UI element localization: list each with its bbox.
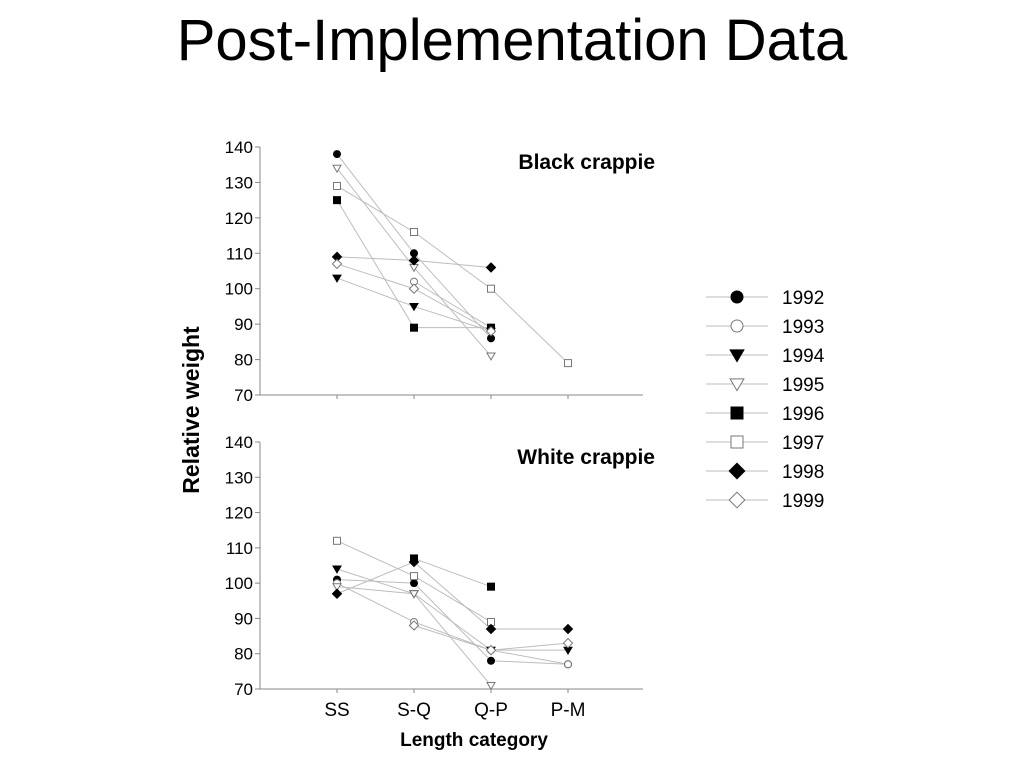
data-point-1995 — [486, 352, 496, 361]
legend-label: 1997 — [782, 433, 824, 454]
x-tick-label: SS — [324, 700, 349, 721]
series-line-1995 — [336, 586, 492, 686]
data-point-1999 — [485, 325, 497, 337]
series-line-1997 — [336, 185, 569, 364]
chart-panel-white-crappie: 70 80 90 100 110 120 130 140 White crappie — [225, 433, 655, 699]
data-point-1997 — [487, 284, 495, 293]
data-point-1997 — [410, 228, 418, 237]
y-axis-label: Relative weight — [178, 326, 204, 494]
data-point-1992 — [410, 579, 418, 588]
chart-panel-black-crappie: 70 80 90 100 110 120 130 140 Black crappie — [225, 138, 655, 405]
x-tick-label: P-M — [551, 700, 586, 721]
data-point-1996 — [410, 323, 418, 332]
y-tick-label: 90 — [234, 315, 253, 334]
y-tick-label: 70 — [234, 680, 253, 699]
data-point-1995 — [332, 164, 342, 174]
x-tick-label: S-Q — [397, 700, 431, 721]
x-axis-label: Length category — [400, 730, 548, 751]
data-point-1997 — [410, 572, 418, 581]
data-point-1994 — [332, 565, 342, 574]
series-line-1999 — [336, 263, 492, 332]
legend: 1992 1993 1994 1995 1996 1997 1998 1999 — [706, 288, 825, 512]
y-tick-label: 120 — [225, 504, 253, 523]
data-point-1999 — [485, 644, 497, 656]
data-point-1998 — [331, 588, 343, 599]
data-point-1996 — [333, 196, 341, 205]
legend-label: 1994 — [782, 346, 825, 367]
legend-label: 1995 — [782, 375, 824, 396]
y-tick-label: 140 — [225, 138, 253, 157]
y-tick-label: 110 — [226, 539, 253, 558]
legend-marker-1994 — [729, 349, 745, 363]
legend-marker-1996 — [730, 406, 744, 420]
data-point-1999 — [408, 620, 420, 631]
y-tick-label: 70 — [234, 386, 253, 405]
y-tick-label: 80 — [234, 645, 253, 664]
y-tick-label: 120 — [225, 209, 253, 228]
legend-marker-1998 — [728, 462, 746, 480]
panel-title: White crappie — [517, 446, 655, 469]
y-tick-label: 100 — [225, 574, 253, 593]
y-tick-label: 100 — [225, 280, 253, 299]
data-point-1994 — [332, 274, 342, 283]
series-line-1993 — [413, 281, 492, 329]
data-point-1995 — [486, 681, 496, 691]
legend-marker-1997 — [730, 435, 744, 449]
y-tick-label: 130 — [225, 173, 253, 192]
data-point-1998 — [485, 623, 497, 635]
data-point-1994 — [409, 302, 419, 312]
legend-marker-1995 — [729, 378, 745, 392]
data-point-1993 — [564, 660, 572, 669]
data-point-1997 — [333, 536, 341, 545]
legend-marker-1992 — [730, 290, 744, 304]
data-point-1997 — [333, 181, 341, 190]
slide-title: Post-Implementation Data — [176, 8, 848, 73]
series-line-1994 — [336, 568, 568, 651]
data-point-1992 — [333, 150, 341, 159]
legend-label: 1998 — [782, 462, 824, 483]
data-point-1998 — [408, 556, 420, 568]
series-line-1996 — [413, 557, 492, 588]
data-point-1998 — [485, 262, 497, 273]
y-tick-label: 80 — [234, 351, 253, 370]
legend-label: 1999 — [782, 491, 824, 512]
y-tick-label: 90 — [234, 609, 253, 628]
legend-marker-1993 — [730, 319, 744, 333]
data-point-1999 — [562, 637, 574, 649]
legend-marker-1999 — [728, 491, 746, 509]
data-point-1992 — [487, 656, 495, 665]
series-line-1993 — [336, 582, 569, 665]
data-point-1996 — [487, 582, 495, 591]
y-tick-label: 110 — [226, 244, 253, 263]
data-point-1999 — [408, 283, 420, 294]
y-tick-label: 140 — [225, 433, 253, 452]
y-tick-label: 130 — [225, 468, 253, 487]
data-point-1997 — [564, 359, 572, 368]
data-point-1998 — [408, 255, 420, 266]
legend-label: 1996 — [782, 404, 824, 425]
data-point-1999 — [331, 258, 343, 270]
data-point-1995 — [409, 590, 419, 599]
x-tick-label: Q-P — [474, 700, 508, 721]
data-point-1995 — [332, 583, 342, 592]
series-line-1998 — [336, 561, 568, 630]
panel-title: Black crappie — [518, 151, 655, 174]
legend-label: 1992 — [782, 288, 824, 309]
data-point-1998 — [562, 623, 574, 635]
legend-label: 1993 — [782, 317, 824, 338]
